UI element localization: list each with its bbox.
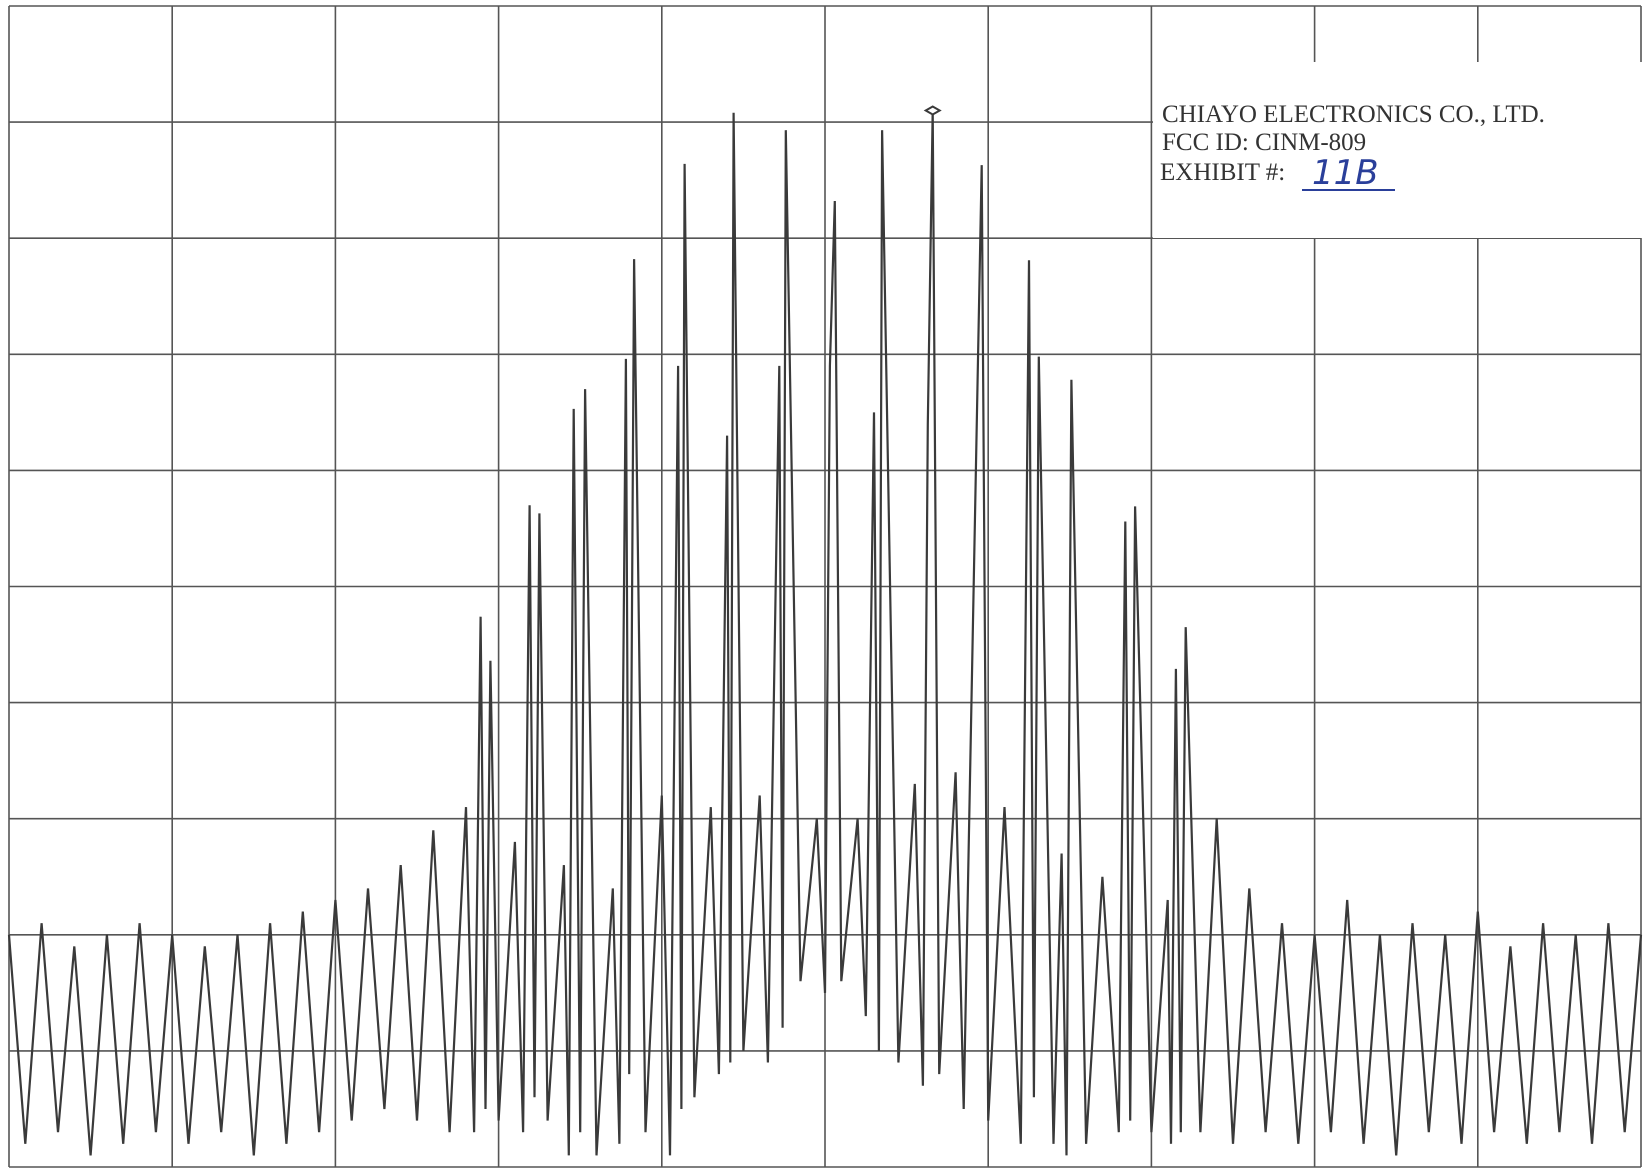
fcc-id: FCC ID: CINM-809	[1162, 129, 1366, 156]
exhibit-number: 11B	[1312, 153, 1379, 193]
company-name: CHIAYO ELECTRONICS CO., LTD.	[1162, 101, 1545, 128]
spectrum-trace	[7, 110, 1643, 1156]
exhibit-label: EXHIBIT #:	[1160, 159, 1285, 186]
peak-marker	[923, 105, 942, 116]
label-background	[1153, 62, 1650, 238]
label-box: CHIAYO ELECTRONICS CO., LTD. FCC ID: CIN…	[1153, 62, 1650, 238]
trace	[7, 105, 1643, 1156]
